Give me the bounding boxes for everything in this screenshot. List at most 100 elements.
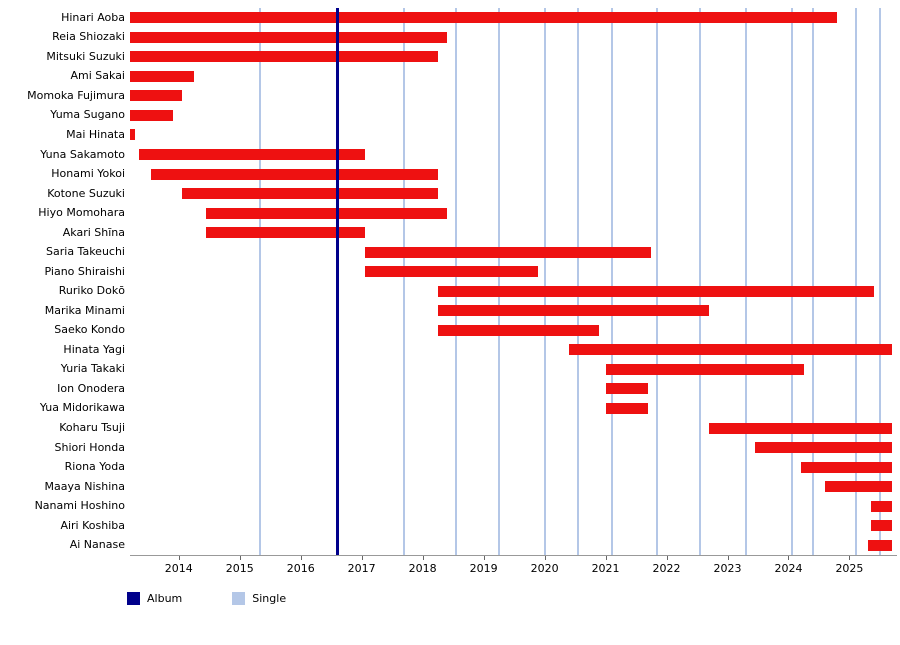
- x-axis-tick-label: 2023: [713, 562, 742, 575]
- member-name-label: Mai Hinata: [66, 127, 125, 141]
- album-legend-swatch: [127, 592, 140, 605]
- x-axis-tick-label: 2022: [652, 562, 681, 575]
- single-release-line: [699, 8, 702, 555]
- tenure-bar: [605, 402, 649, 414]
- album-release-line: [336, 8, 340, 555]
- tenure-bar: [709, 422, 893, 434]
- tenure-bar: [130, 51, 438, 63]
- member-name-label: Riona Yoda: [64, 460, 125, 474]
- single-release-line: [543, 8, 546, 555]
- x-axis-tick: [483, 556, 485, 560]
- member-name-label: Reia Shiozaki: [52, 30, 125, 44]
- x-axis-tick-label: 2021: [591, 562, 620, 575]
- member-name-label: Airi Koshiba: [60, 518, 125, 532]
- tenure-bar: [130, 90, 182, 102]
- single-release-line: [878, 8, 881, 555]
- single-release-line: [744, 8, 747, 555]
- member-name-label: Momoka Fujimura: [27, 88, 125, 102]
- tenure-bar: [130, 70, 195, 82]
- album-legend-label: Album: [147, 592, 183, 605]
- member-name-label: Hinata Yagi: [63, 342, 125, 356]
- tenure-bar: [206, 227, 365, 239]
- single-release-line: [403, 8, 406, 555]
- tenure-bar: [139, 149, 365, 161]
- member-name-label: Koharu Tsuji: [59, 421, 125, 435]
- tenure-bar: [181, 188, 438, 200]
- single-release-line: [790, 8, 793, 555]
- single-legend-label: Single: [252, 592, 287, 605]
- member-name-label: Saria Takeuchi: [46, 245, 125, 259]
- member-name-label: Nanami Hoshino: [34, 499, 125, 513]
- x-axis-tick: [605, 556, 607, 560]
- member-name-label: Yuna Sakamoto: [40, 147, 125, 161]
- x-axis-tick-label: 2020: [530, 562, 559, 575]
- tenure-bar: [437, 324, 600, 336]
- x-axis-tick: [666, 556, 668, 560]
- x-axis-tick-label: 2016: [286, 562, 315, 575]
- x-axis-tick-label: 2017: [347, 562, 376, 575]
- tenure-bar: [605, 383, 649, 395]
- tenure-bar: [130, 12, 838, 24]
- member-name-labels: Hinari Aoba Reia Shiozaki Mitsuki Suzuki Am…: [0, 0, 130, 645]
- member-name-label: Piano Shiraishi: [44, 264, 125, 278]
- tenure-bar: [754, 442, 893, 454]
- member-name-label: Yua Midorikawa: [39, 401, 125, 415]
- x-axis-tick-label: 2015: [225, 562, 254, 575]
- x-axis-tick-label: 2014: [164, 562, 193, 575]
- x-axis-tick-label: 2018: [408, 562, 437, 575]
- single-release-line: [610, 8, 613, 555]
- x-axis-tick: [727, 556, 729, 560]
- x-axis-tick: [361, 556, 363, 560]
- tenure-bar: [130, 109, 173, 121]
- single-release-line: [577, 8, 580, 555]
- member-name-label: Ami Sakai: [70, 69, 126, 83]
- x-axis-tick: [849, 556, 851, 560]
- member-name-label: Ai Nanase: [69, 538, 125, 552]
- tenure-bar: [867, 539, 893, 551]
- tenure-bar: [870, 520, 893, 532]
- member-name-label: Hinari Aoba: [61, 10, 125, 24]
- single-release-line: [854, 8, 857, 555]
- member-name-label: Hiyo Momohara: [38, 206, 125, 220]
- member-name-label: Maaya Nishina: [44, 479, 125, 493]
- single-release-line: [811, 8, 814, 555]
- tenure-bar: [825, 481, 893, 493]
- single-release-line: [497, 8, 500, 555]
- member-name-label: Mitsuki Suzuki: [46, 49, 125, 63]
- legend: Album Single: [127, 592, 336, 605]
- member-name-label: Marika Minami: [44, 303, 125, 317]
- tenure-bar: [206, 207, 448, 219]
- member-name-label: Yuma Sugano: [50, 108, 125, 122]
- member-name-label: Ruriko Dokō: [58, 284, 125, 298]
- member-name-label: Yuria Takaki: [60, 362, 125, 376]
- single-legend-swatch: [232, 592, 246, 605]
- tenure-bar: [568, 344, 893, 356]
- member-name-label: Akari Shīna: [62, 225, 125, 239]
- x-axis-tick: [788, 556, 790, 560]
- single-release-line: [258, 8, 261, 555]
- tenure-bar: [364, 246, 652, 258]
- x-axis-tick-label: 2019: [469, 562, 498, 575]
- tenure-bar: [130, 31, 448, 43]
- tenure-bar: [605, 363, 804, 375]
- member-name-label: Shiori Honda: [54, 440, 125, 454]
- tenure-bar: [870, 500, 893, 512]
- plot-area: [130, 8, 897, 555]
- tenure-bar: [130, 129, 135, 141]
- x-axis-tick-label: 2025: [835, 562, 864, 575]
- member-name-label: Honami Yokoi: [51, 167, 125, 181]
- x-axis-tick: [544, 556, 546, 560]
- single-release-line: [656, 8, 659, 555]
- tenure-bar: [437, 305, 710, 317]
- x-axis-tick-label: 2024: [774, 562, 803, 575]
- member-name-label: Ion Onodera: [57, 381, 125, 395]
- x-axis: 2014 2015 2016 2017 2018 2019 2020 2021 2022 2023…: [130, 555, 897, 586]
- tenure-bar: [151, 168, 438, 180]
- tenure-bar: [800, 461, 893, 473]
- single-release-line: [455, 8, 458, 555]
- member-name-label: Saeko Kondo: [54, 323, 125, 337]
- tenure-bar: [364, 266, 539, 278]
- member-name-label: Kotone Suzuki: [47, 186, 125, 200]
- x-axis-tick: [239, 556, 241, 560]
